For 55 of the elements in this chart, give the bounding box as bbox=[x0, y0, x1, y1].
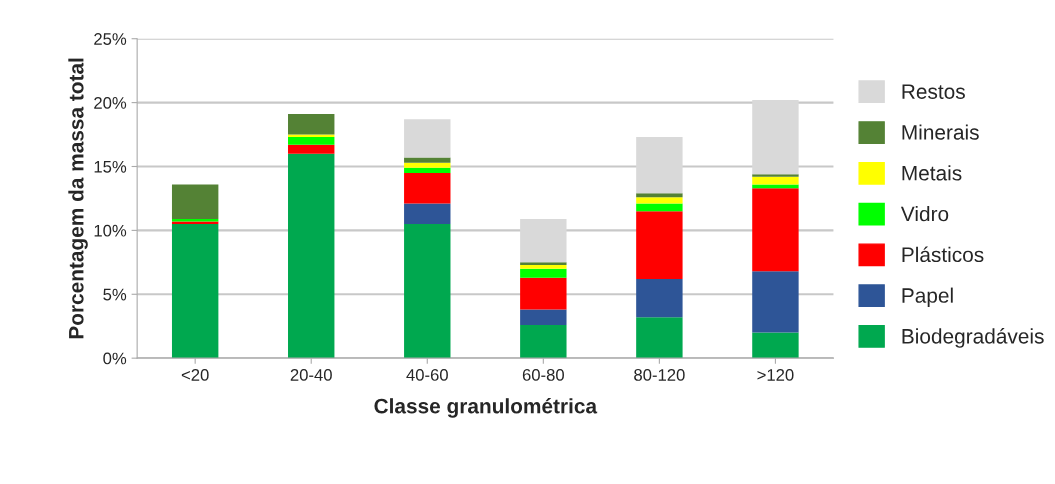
x-tick-label: >120 bbox=[757, 369, 794, 381]
y-tick-label: 10% bbox=[94, 224, 127, 237]
legend-label: Plásticos bbox=[902, 246, 984, 263]
bar bbox=[752, 188, 799, 272]
bar bbox=[520, 218, 567, 263]
bar bbox=[288, 137, 335, 145]
x-tick-label: 60-80 bbox=[522, 369, 564, 381]
bar bbox=[636, 193, 683, 198]
y-tick-label: 20% bbox=[94, 97, 127, 109]
bar bbox=[636, 317, 683, 359]
bar bbox=[636, 211, 683, 279]
bar bbox=[404, 172, 451, 204]
bar bbox=[288, 144, 335, 154]
bar bbox=[288, 153, 335, 359]
legend-label: Minerais bbox=[902, 124, 979, 140]
y-tick-label: 0% bbox=[103, 352, 127, 365]
bar bbox=[636, 197, 683, 204]
bar bbox=[404, 162, 451, 168]
bar bbox=[404, 224, 451, 359]
bar bbox=[520, 309, 567, 325]
bar bbox=[752, 271, 799, 333]
bar bbox=[752, 184, 799, 189]
legend-label: Papel bbox=[902, 287, 953, 307]
bar bbox=[636, 203, 683, 212]
bar bbox=[404, 119, 451, 158]
bar bbox=[520, 264, 567, 269]
bar bbox=[404, 167, 451, 173]
legend-label: Metais bbox=[902, 165, 962, 181]
bar bbox=[520, 277, 567, 310]
x-axis-title: Classe granulométrica bbox=[374, 398, 598, 418]
bar bbox=[752, 100, 799, 175]
y-tick-label: 5% bbox=[103, 288, 127, 301]
bar bbox=[171, 184, 219, 219]
x-tick-label: <20 bbox=[181, 369, 209, 381]
bar bbox=[288, 114, 335, 135]
y-axis-title: Porcentagem da massa total bbox=[68, 58, 88, 339]
bar bbox=[752, 174, 799, 177]
x-tick-label: 20-40 bbox=[290, 369, 332, 381]
bar bbox=[404, 203, 451, 224]
bar bbox=[752, 332, 799, 359]
legend-label: Biodegradáveis bbox=[902, 328, 1044, 348]
bar bbox=[404, 157, 451, 163]
bar bbox=[752, 176, 799, 185]
x-tick-label: 40-60 bbox=[406, 369, 448, 381]
bar bbox=[636, 137, 683, 194]
legend-label: Restos bbox=[902, 84, 965, 99]
y-tick-label: 15% bbox=[94, 160, 127, 173]
bar bbox=[636, 278, 683, 318]
y-tick-label: 25% bbox=[94, 33, 127, 45]
bar bbox=[520, 268, 567, 278]
bar bbox=[520, 262, 567, 265]
bar bbox=[171, 224, 219, 359]
legend-label: Vidro bbox=[900, 206, 949, 222]
x-tick-label: 80-120 bbox=[634, 369, 685, 381]
bar bbox=[520, 324, 567, 359]
